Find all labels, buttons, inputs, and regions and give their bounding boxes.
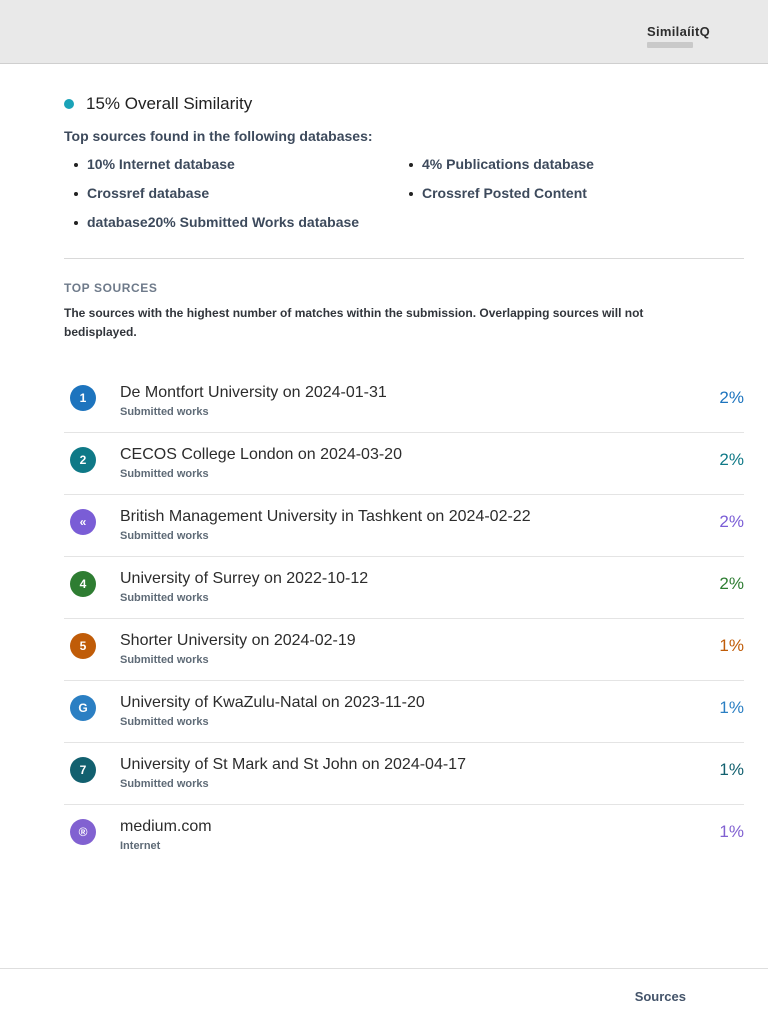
source-text: Shorter University on 2024-02-19 Submitt… <box>120 632 356 666</box>
database-label: 4% Publications database <box>422 156 594 172</box>
database-item: 4% Publications database <box>409 156 744 172</box>
source-type: Submitted works <box>120 716 209 729</box>
source-title: medium.com <box>120 818 212 836</box>
source-text: University of St Mark and St John on 202… <box>120 756 466 790</box>
similarity-dot-icon <box>64 99 74 109</box>
source-text: British Management University in Tashken… <box>120 508 531 542</box>
databases-list: 10% Internet database 4% Publications da… <box>64 156 744 230</box>
source-rank-badge: ® <box>70 819 96 846</box>
database-item: Crossref Posted Content <box>409 185 744 201</box>
source-list: 1 De Montfort University on 2024-01-31 S… <box>64 371 744 866</box>
source-type: Internet <box>120 840 161 853</box>
source-percent: 2% <box>719 388 744 408</box>
database-label: 10% Internet database <box>87 156 235 172</box>
source-title: Shorter University on 2024-02-19 <box>120 632 356 650</box>
source-row[interactable]: 4 University of Surrey on 2022-10-12 Sub… <box>64 557 744 620</box>
source-rank-badge: G <box>70 695 96 722</box>
source-percent: 2% <box>719 574 744 594</box>
bullet-dot-icon <box>74 221 78 225</box>
source-type: Submitted works <box>120 468 209 481</box>
source-type: Submitted works <box>120 406 209 419</box>
overall-similarity-text: 15% Overall Similarity <box>86 94 253 113</box>
source-percent: 1% <box>719 760 744 780</box>
section-divider <box>64 258 744 259</box>
source-type: Submitted works <box>120 778 209 791</box>
source-rank-badge: 2 <box>70 447 96 474</box>
database-label: Crossref database <box>87 185 210 201</box>
database-label: Crossref Posted Content <box>422 185 587 201</box>
header-bar: SimilaíitQ <box>0 0 768 64</box>
source-row[interactable]: 1 De Montfort University on 2024-01-31 S… <box>64 371 744 434</box>
source-row[interactable]: 7 University of St Mark and St John on 2… <box>64 743 744 806</box>
report-content: 15% Overall Similarity Top sources found… <box>0 94 768 866</box>
top-sources-description: The sources with the highest number of m… <box>64 306 644 339</box>
overall-similarity-row: 15% Overall Similarity <box>64 94 744 114</box>
source-row[interactable]: ® medium.com Internet 1% <box>64 805 744 866</box>
source-row[interactable]: « British Management University in Tashk… <box>64 495 744 558</box>
source-rank-badge: 5 <box>70 633 96 660</box>
bullet-dot-icon <box>74 163 78 167</box>
source-text: De Montfort University on 2024-01-31 Sub… <box>120 384 387 418</box>
source-type: Submitted works <box>120 592 209 605</box>
footer-sources-label: Sources <box>634 989 686 1004</box>
database-item: 10% Internet database <box>74 156 409 172</box>
source-title: University of KwaZulu-Natal on 2023-11-2… <box>120 694 425 712</box>
app-logo: SimilaíitQ <box>647 23 710 39</box>
source-title: British Management University in Tashken… <box>120 508 531 526</box>
source-percent: 2% <box>719 450 744 470</box>
logo-subtext-cropped <box>647 41 694 48</box>
source-percent: 1% <box>719 698 744 718</box>
source-row[interactable]: 5 Shorter University on 2024-02-19 Submi… <box>64 619 744 682</box>
source-percent: 1% <box>719 822 744 842</box>
database-label: database20% Submitted Works database <box>87 214 360 230</box>
footer-bar: Sources <box>0 968 768 1024</box>
source-title: De Montfort University on 2024-01-31 <box>120 384 387 402</box>
source-text: University of Surrey on 2022-10-12 Submi… <box>120 570 368 604</box>
top-sources-heading: TOP SOURCES <box>64 281 158 295</box>
source-text: CECOS College London on 2024-03-20 Submi… <box>120 446 402 480</box>
source-text: University of KwaZulu-Natal on 2023-11-2… <box>120 694 425 728</box>
source-row[interactable]: G University of KwaZulu-Natal on 2023-11… <box>64 681 744 744</box>
source-percent: 2% <box>719 512 744 532</box>
bullet-dot-icon <box>74 192 78 196</box>
source-title: CECOS College London on 2024-03-20 <box>120 446 402 464</box>
databases-heading: Top sources found in the following datab… <box>64 128 373 144</box>
source-row[interactable]: 2 CECOS College London on 2024-03-20 Sub… <box>64 433 744 496</box>
database-item: Crossref database <box>74 185 409 201</box>
source-type: Submitted works <box>120 530 209 543</box>
bullet-dot-icon <box>409 163 413 167</box>
source-title: University of Surrey on 2022-10-12 <box>120 570 369 588</box>
source-rank-badge: « <box>70 509 96 536</box>
bullet-dot-icon <box>409 192 413 196</box>
source-type: Submitted works <box>120 654 209 667</box>
logo-block: SimilaíitQ <box>647 24 710 48</box>
source-text: medium.com Internet <box>120 818 212 852</box>
source-rank-badge: 4 <box>70 571 96 598</box>
source-rank-badge: 7 <box>70 757 96 784</box>
source-rank-badge: 1 <box>70 385 96 412</box>
source-percent: 1% <box>719 636 744 656</box>
source-title: University of St Mark and St John on 202… <box>120 756 466 774</box>
database-item: database20% Submitted Works database <box>74 214 409 230</box>
